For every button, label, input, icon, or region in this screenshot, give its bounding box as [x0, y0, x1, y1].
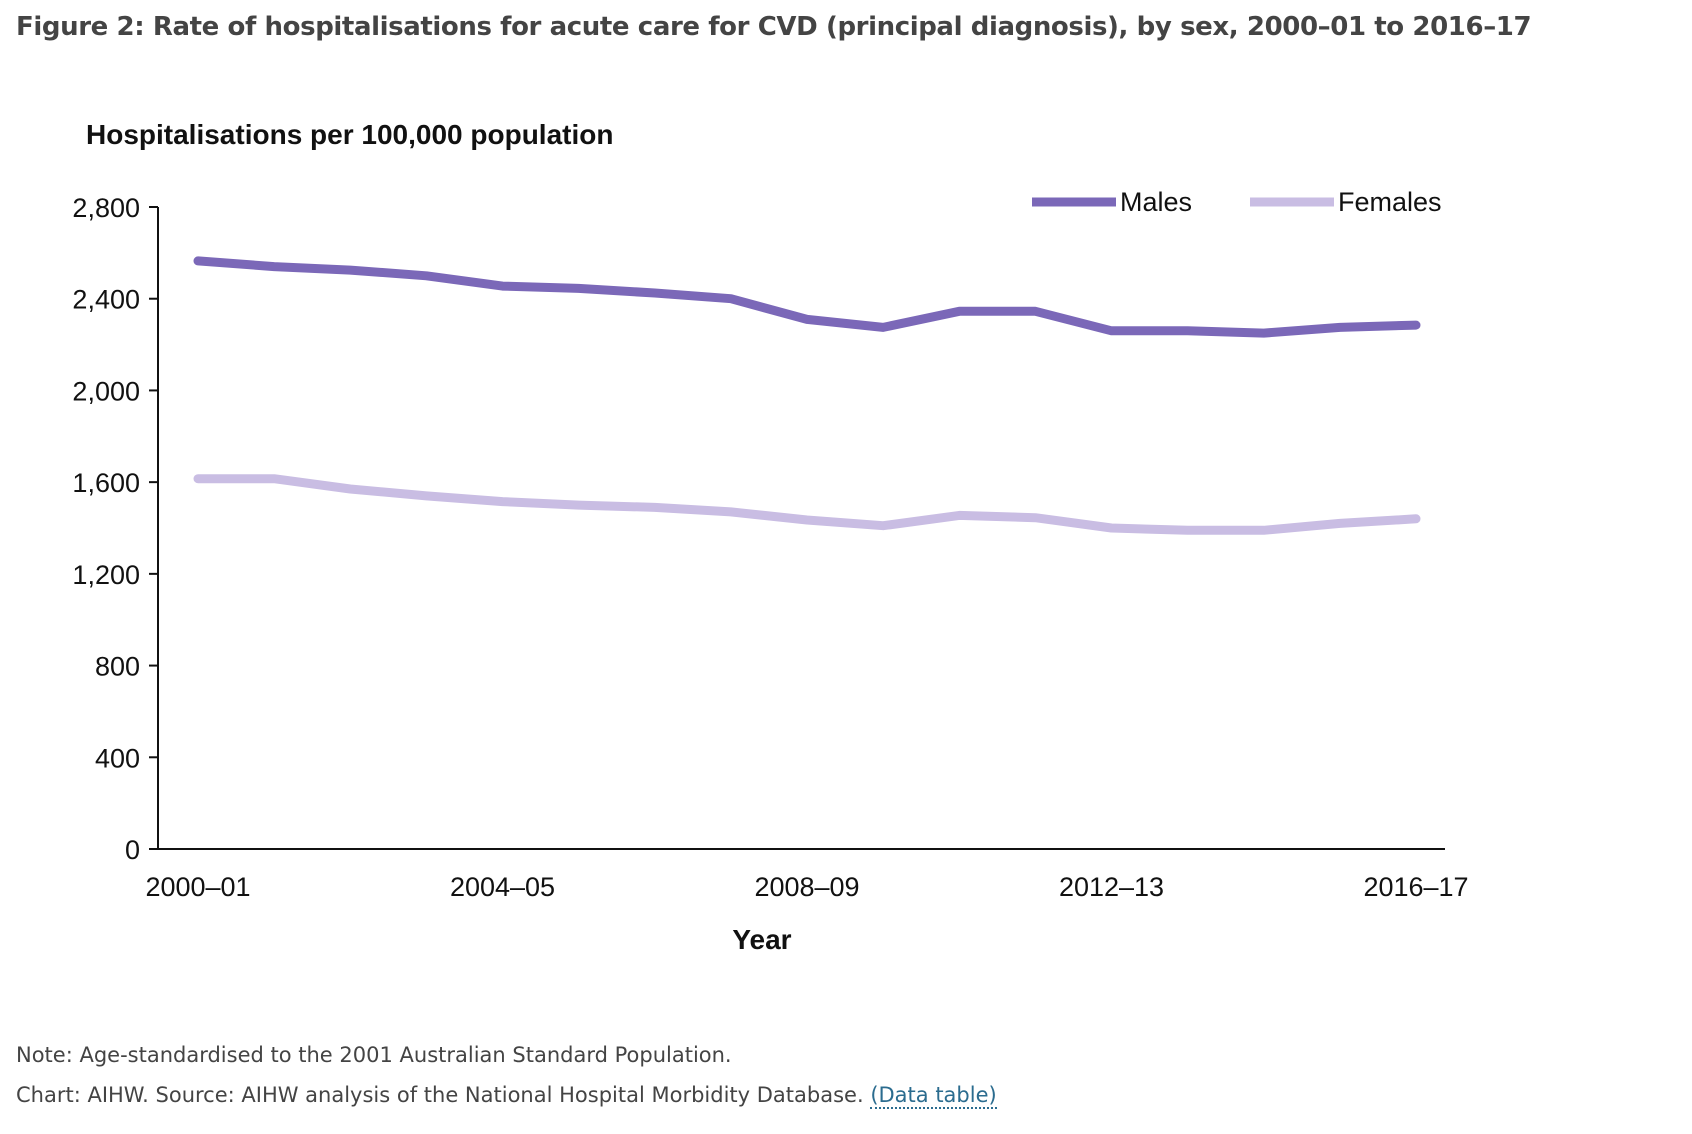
figure-notes: Note: Age-standardised to the 2001 Austr… [16, 1035, 997, 1115]
y-tick-label: 2,400 [72, 285, 140, 315]
y-tick-label: 800 [95, 652, 140, 682]
series-line-males [193, 256, 1421, 338]
y-axis: 0 400 800 1,200 1,600 2,000 2,400 2,800 [72, 193, 159, 865]
y-tick-label: 2,000 [72, 376, 140, 406]
x-tick-label: 2004–05 [450, 872, 555, 902]
series-line-females [193, 474, 1421, 535]
x-tick-label: 2000–01 [145, 872, 250, 902]
series-lines [193, 256, 1421, 535]
y-tick-label: 2,800 [72, 193, 140, 223]
data-table-link[interactable]: (Data table) [870, 1083, 997, 1109]
y-tick-label: 400 [95, 743, 140, 773]
x-tick-label: 2016–17 [1363, 872, 1468, 902]
line-chart: Hospitalisations per 100,000 population … [72, 119, 1469, 955]
x-axis: 2000–01 2004–05 2008–09 2012–13 2016–17 [145, 848, 1469, 902]
y-tick-label: 1,600 [72, 468, 140, 498]
x-axis-title: Year [732, 924, 791, 955]
figure-title: Figure 2: Rate of hospitalisations for a… [16, 12, 1532, 42]
source-text: Chart: AIHW. Source: AIHW analysis of th… [16, 1083, 864, 1107]
note-text: Note: Age-standardised to the 2001 Austr… [16, 1043, 732, 1067]
y-tick-label: 1,200 [72, 560, 140, 590]
x-tick-label: 2012–13 [1059, 872, 1164, 902]
legend-label-females: Females [1338, 187, 1442, 217]
x-tick-label: 2008–09 [754, 872, 859, 902]
legend-label-males: Males [1120, 187, 1192, 217]
source-line: Chart: AIHW. Source: AIHW analysis of th… [16, 1075, 997, 1115]
y-axis-title: Hospitalisations per 100,000 population [86, 119, 613, 150]
legend: Males Females [1032, 187, 1442, 217]
y-tick-label: 0 [125, 835, 140, 865]
